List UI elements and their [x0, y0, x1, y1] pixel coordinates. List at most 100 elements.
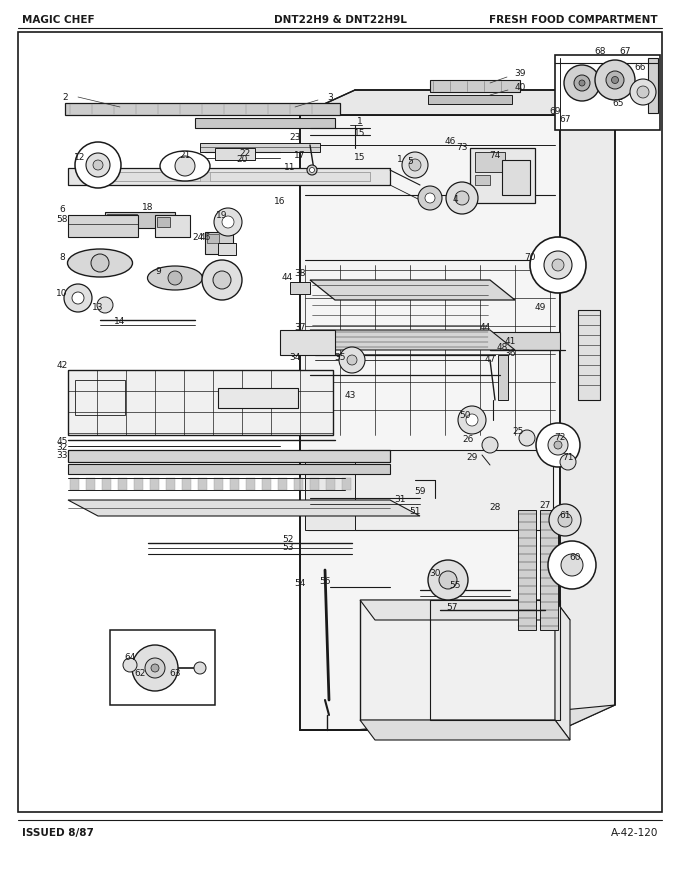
- Polygon shape: [310, 478, 319, 490]
- Text: 39: 39: [514, 69, 526, 78]
- Polygon shape: [198, 478, 207, 490]
- Text: 66: 66: [634, 63, 646, 72]
- Circle shape: [75, 142, 121, 188]
- Polygon shape: [90, 172, 370, 181]
- Polygon shape: [200, 143, 320, 152]
- Bar: [218, 388, 298, 408]
- Text: 34: 34: [289, 352, 301, 361]
- Circle shape: [402, 152, 428, 178]
- Bar: [555, 55, 660, 130]
- Text: 44: 44: [479, 323, 491, 333]
- Bar: [578, 310, 600, 400]
- Circle shape: [611, 77, 619, 84]
- Text: 36: 36: [505, 349, 515, 358]
- Polygon shape: [134, 478, 143, 490]
- Bar: [490, 332, 560, 350]
- Polygon shape: [68, 168, 390, 185]
- Text: 17: 17: [294, 151, 306, 160]
- Circle shape: [606, 71, 624, 89]
- Text: 4: 4: [452, 196, 458, 205]
- Ellipse shape: [148, 266, 203, 290]
- Circle shape: [307, 165, 317, 175]
- Polygon shape: [246, 478, 255, 490]
- Polygon shape: [326, 478, 335, 490]
- Bar: [218, 243, 236, 255]
- Circle shape: [202, 260, 242, 300]
- Circle shape: [637, 86, 649, 98]
- Circle shape: [222, 216, 234, 228]
- Text: 57: 57: [446, 603, 458, 611]
- Circle shape: [446, 182, 478, 214]
- Text: 63: 63: [169, 669, 181, 678]
- Text: MAGIC CHEF: MAGIC CHEF: [22, 15, 95, 25]
- Circle shape: [339, 347, 365, 373]
- Circle shape: [123, 658, 137, 672]
- Polygon shape: [560, 90, 615, 730]
- Polygon shape: [300, 90, 615, 115]
- Circle shape: [552, 259, 564, 271]
- Text: 27: 27: [539, 500, 551, 509]
- Text: 53: 53: [282, 544, 294, 553]
- Polygon shape: [230, 478, 239, 490]
- Text: 47: 47: [484, 355, 496, 365]
- Polygon shape: [305, 450, 355, 530]
- Bar: [18, 32, 662, 812]
- Polygon shape: [300, 705, 615, 730]
- Text: 18: 18: [142, 204, 154, 213]
- Text: 24: 24: [192, 233, 203, 242]
- Text: 31: 31: [394, 496, 406, 505]
- Polygon shape: [360, 720, 570, 740]
- Text: 8: 8: [59, 253, 65, 262]
- Polygon shape: [195, 118, 335, 128]
- Bar: [360, 600, 555, 720]
- Text: 9: 9: [155, 268, 161, 277]
- Polygon shape: [342, 478, 351, 490]
- Circle shape: [428, 560, 468, 600]
- Text: 59: 59: [414, 487, 426, 496]
- Text: 71: 71: [562, 454, 574, 463]
- Bar: [157, 217, 170, 227]
- Text: 42: 42: [56, 360, 67, 369]
- Bar: [290, 282, 310, 294]
- Text: 26: 26: [462, 435, 474, 444]
- Circle shape: [213, 271, 231, 289]
- Bar: [648, 58, 658, 113]
- Circle shape: [544, 251, 572, 279]
- Circle shape: [168, 271, 182, 285]
- Polygon shape: [150, 478, 159, 490]
- Text: 16: 16: [274, 198, 286, 206]
- Text: 54: 54: [294, 578, 306, 587]
- Circle shape: [347, 355, 357, 365]
- Text: 1: 1: [357, 117, 363, 126]
- Text: 65: 65: [612, 100, 624, 109]
- Bar: [475, 152, 505, 172]
- Polygon shape: [70, 478, 79, 490]
- Bar: [308, 450, 553, 530]
- Text: 33: 33: [56, 450, 68, 459]
- Circle shape: [409, 159, 421, 171]
- Polygon shape: [310, 330, 515, 350]
- Text: ISSUED 8/87: ISSUED 8/87: [22, 828, 94, 838]
- Circle shape: [97, 297, 113, 313]
- Polygon shape: [430, 80, 520, 92]
- Polygon shape: [166, 478, 175, 490]
- Circle shape: [554, 441, 562, 449]
- Bar: [498, 355, 508, 400]
- Circle shape: [630, 79, 656, 105]
- Text: 51: 51: [409, 507, 421, 516]
- Text: 74: 74: [490, 150, 500, 159]
- Polygon shape: [105, 212, 175, 228]
- Text: 22: 22: [239, 149, 251, 158]
- Text: 73: 73: [456, 143, 468, 152]
- Text: 23: 23: [289, 134, 301, 142]
- Polygon shape: [86, 478, 95, 490]
- Bar: [430, 600, 560, 720]
- Circle shape: [536, 423, 580, 467]
- Bar: [502, 160, 530, 195]
- Text: 40: 40: [514, 84, 526, 93]
- Text: 21: 21: [180, 151, 190, 160]
- Text: 49: 49: [534, 303, 545, 312]
- Circle shape: [418, 186, 442, 210]
- Polygon shape: [118, 478, 127, 490]
- Polygon shape: [182, 478, 191, 490]
